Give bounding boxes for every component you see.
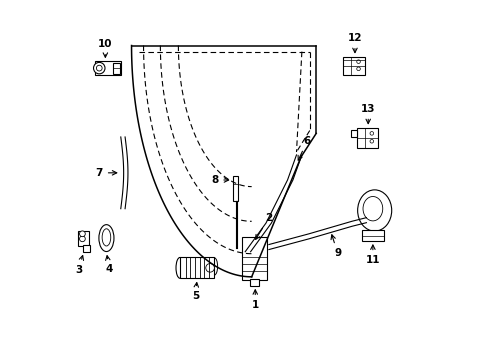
- Text: 8: 8: [211, 175, 228, 185]
- Circle shape: [93, 62, 105, 74]
- Bar: [249, 279, 258, 286]
- Text: 7: 7: [95, 168, 117, 178]
- Bar: [94, 61, 121, 75]
- Bar: [232, 176, 238, 201]
- Circle shape: [205, 264, 214, 272]
- Circle shape: [96, 65, 102, 71]
- Ellipse shape: [211, 258, 217, 275]
- Circle shape: [80, 236, 85, 242]
- Circle shape: [356, 60, 360, 63]
- Circle shape: [369, 132, 373, 135]
- Bar: [357, 128, 378, 148]
- Text: 6: 6: [298, 136, 310, 160]
- Text: 3: 3: [75, 256, 83, 275]
- Text: 2: 2: [255, 213, 272, 239]
- Text: 11: 11: [365, 245, 379, 265]
- Ellipse shape: [357, 190, 391, 231]
- Ellipse shape: [176, 257, 183, 278]
- Text: 5: 5: [191, 283, 199, 301]
- Text: 12: 12: [347, 33, 362, 53]
- Text: 4: 4: [105, 256, 113, 274]
- Bar: [112, 63, 120, 74]
- Text: 1: 1: [251, 290, 258, 310]
- Bar: [362, 230, 383, 241]
- Circle shape: [369, 139, 373, 143]
- Ellipse shape: [102, 229, 110, 246]
- Bar: [78, 230, 88, 246]
- Ellipse shape: [99, 225, 114, 252]
- Circle shape: [80, 231, 85, 237]
- Bar: [343, 57, 364, 75]
- Ellipse shape: [362, 197, 382, 221]
- Bar: [83, 244, 89, 252]
- Circle shape: [356, 67, 360, 71]
- Bar: [350, 130, 357, 137]
- Text: 10: 10: [98, 39, 112, 57]
- Bar: [241, 237, 267, 280]
- Text: 9: 9: [330, 235, 341, 258]
- Bar: [180, 257, 214, 278]
- Text: 13: 13: [360, 104, 375, 123]
